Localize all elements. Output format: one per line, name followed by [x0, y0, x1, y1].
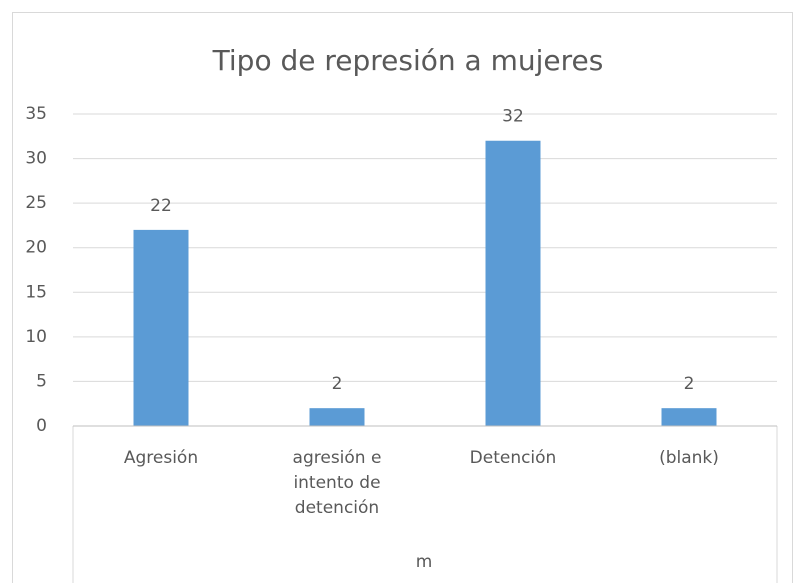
chart-frame	[12, 12, 793, 583]
data-label: 2	[332, 374, 343, 394]
y-tick-label: 35	[25, 104, 47, 124]
y-tick-label: 15	[25, 282, 47, 302]
x-tick-label: Agresión	[123, 448, 199, 468]
bar	[309, 408, 365, 426]
data-label: 22	[150, 196, 172, 216]
data-label: 2	[684, 374, 695, 394]
x-tick-label: (blank)	[659, 448, 719, 468]
y-tick-label: 30	[25, 149, 47, 169]
y-tick-label: 0	[36, 416, 47, 436]
x-axis-label: m	[416, 552, 433, 572]
bar	[133, 229, 189, 426]
y-tick-label: 10	[25, 327, 47, 347]
x-tick-label: Detención	[469, 448, 557, 468]
data-label: 32	[502, 107, 524, 127]
y-tick-label: 25	[25, 193, 47, 213]
bar	[485, 140, 541, 426]
x-tick-label: agresión e intento de detención	[292, 448, 382, 518]
y-tick-label: 20	[25, 238, 47, 258]
y-tick-label: 5	[36, 371, 47, 391]
bar	[661, 408, 717, 426]
chart-title: Tipo de represión a mujeres	[212, 44, 604, 77]
